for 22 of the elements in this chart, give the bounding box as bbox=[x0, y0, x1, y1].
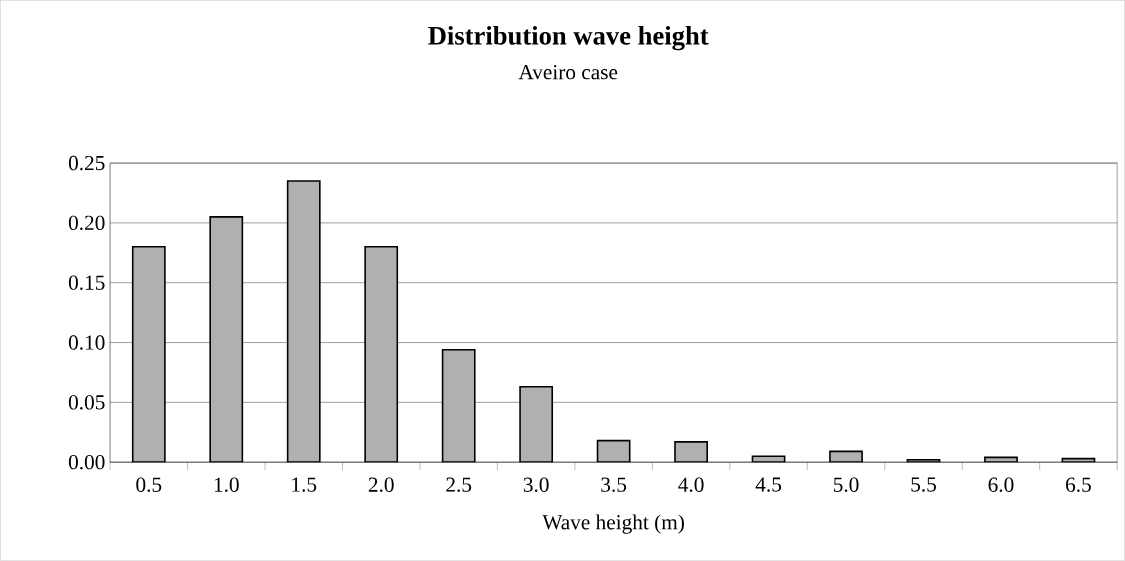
x-tick-label: 4.5 bbox=[755, 477, 782, 492]
x-tick-label: 2.0 bbox=[368, 477, 394, 493]
y-tick-label: 0.15 bbox=[68, 275, 105, 290]
x-axis-title: Wave height (m) bbox=[542, 514, 684, 534]
x-tick-label: 0.5 bbox=[136, 477, 162, 493]
x-tick-label: 1.0 bbox=[214, 477, 239, 493]
x-tick-label: 2.5 bbox=[446, 477, 472, 492]
x-tick-label: 1.5 bbox=[292, 477, 317, 492]
x-tick-label: 5.0 bbox=[833, 477, 859, 493]
y-tick-label: 0.00 bbox=[68, 455, 105, 470]
chart-title: Distribution wave height bbox=[428, 26, 709, 51]
y-tick-label: 0.05 bbox=[68, 395, 105, 410]
x-tick-label: 3.0 bbox=[523, 477, 549, 493]
x-tick-label: 5.5 bbox=[911, 477, 936, 492]
y-tick-label: 0.20 bbox=[68, 215, 105, 231]
y-tick-label: 0.10 bbox=[68, 335, 105, 350]
x-tick-label: 6.0 bbox=[988, 477, 1014, 493]
x-tick-label: 6.5 bbox=[1066, 477, 1091, 492]
chart-subtitle: Aveiro case bbox=[518, 65, 618, 80]
y-tick-label: 0.25 bbox=[68, 155, 105, 171]
x-tick-label: 4.0 bbox=[678, 477, 704, 493]
x-tick-label: 3.5 bbox=[601, 477, 627, 492]
